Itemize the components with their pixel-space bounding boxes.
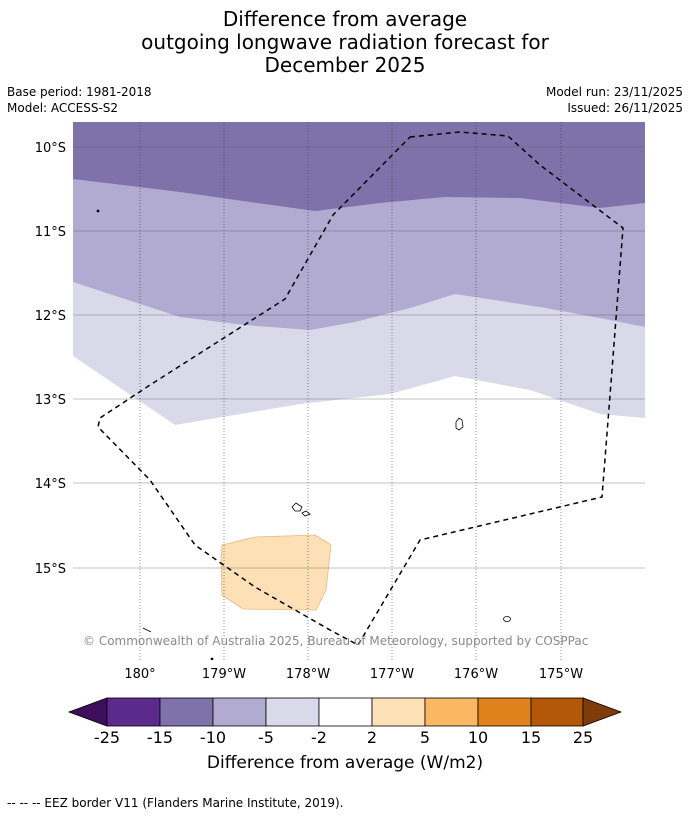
colorbar-cell xyxy=(424,697,479,727)
map-plot-area: © Commonwealth of Australia 2025, Bureau… xyxy=(73,122,645,660)
lat-label: 15°S xyxy=(35,562,66,577)
island-shape xyxy=(142,627,152,633)
colorbar-tick: -10 xyxy=(200,728,226,747)
colorbar-tick: 2 xyxy=(367,728,377,747)
latitude-gridlines xyxy=(73,146,645,569)
colorbar-high-arrow xyxy=(582,697,623,727)
colorbar-cell xyxy=(318,697,373,727)
title-line-2: outgoing longwave radiation forecast for xyxy=(141,30,549,54)
island-shape xyxy=(210,657,214,660)
latitude-labels: 10°S 11°S 12°S 13°S 14°S 15°S xyxy=(35,141,66,577)
eez-legend-note: -- -- -- EEZ border V11 (Flanders Marine… xyxy=(7,796,344,810)
meta-right: Model run: 23/11/2025 Issued: 26/11/2025 xyxy=(546,84,683,116)
lat-label: 12°S xyxy=(35,309,66,324)
longitude-labels: 180° 179°W 178°W 177°W 176°W 175°W xyxy=(124,667,583,682)
colorbar-tick: -2 xyxy=(311,728,327,747)
lon-label: 180° xyxy=(124,667,155,682)
colorbar-cell xyxy=(530,697,584,727)
lon-label: 175°W xyxy=(539,667,583,682)
colorbar-cell xyxy=(106,697,161,727)
colorbar-tick: -15 xyxy=(147,728,173,747)
colorbar xyxy=(67,697,623,727)
model-run: Model run: 23/11/2025 xyxy=(545,85,683,99)
lat-label: 14°S xyxy=(35,477,66,492)
map-title: Difference from average outgoing longwav… xyxy=(0,8,690,77)
colorbar-label: Difference from average (W/m2) xyxy=(206,753,484,773)
eez-border xyxy=(97,131,624,647)
island-shape xyxy=(503,616,511,622)
meta-left: Base period: 1981-2018 Model: ACCESS-S2 xyxy=(7,84,152,116)
colorbar-tick: 10 xyxy=(468,728,488,747)
colorbar-tick: -5 xyxy=(258,728,274,747)
lon-label: 177°W xyxy=(370,667,414,682)
colorbar-cell xyxy=(265,697,320,727)
colorbar-ticks: -25 -15 -10 -5 -2 2 5 10 15 25 xyxy=(94,728,593,747)
colorbar-low-arrow xyxy=(67,697,108,727)
band-minus-15-to-minus-10 xyxy=(73,122,645,211)
island-shape xyxy=(96,209,100,213)
copyright-text: © Commonwealth of Australia 2025, Bureau… xyxy=(83,634,588,648)
issued-date: Issued: 26/11/2025 xyxy=(567,101,683,115)
title-line-1: Difference from average xyxy=(222,7,468,31)
colorbar-cell xyxy=(477,697,532,727)
lat-label: 13°S xyxy=(35,393,66,408)
colorbar-cell xyxy=(159,697,214,727)
colorbar-tick: 25 xyxy=(573,728,593,747)
base-period: Base period: 1981-2018 xyxy=(7,85,152,99)
island-shape xyxy=(301,510,311,517)
title-line-3: December 2025 xyxy=(264,53,426,77)
lat-label: 10°S xyxy=(35,141,66,156)
island-shape xyxy=(455,417,464,431)
lon-label: 178°W xyxy=(286,667,330,682)
islands xyxy=(96,209,511,660)
model-name: Model: ACCESS-S2 xyxy=(7,101,119,115)
colorbar-cell xyxy=(212,697,267,727)
lon-label: 179°W xyxy=(202,667,246,682)
colorbar-tick: -25 xyxy=(94,728,120,747)
colorbar-tick: 15 xyxy=(521,728,541,747)
band-plus-2-to-plus-5 xyxy=(220,534,332,611)
colorbar-cell xyxy=(371,697,426,727)
colorbar-tick: 5 xyxy=(420,728,430,747)
island-shape xyxy=(291,502,303,512)
lon-label: 176°W xyxy=(454,667,498,682)
lat-label: 11°S xyxy=(35,225,66,240)
